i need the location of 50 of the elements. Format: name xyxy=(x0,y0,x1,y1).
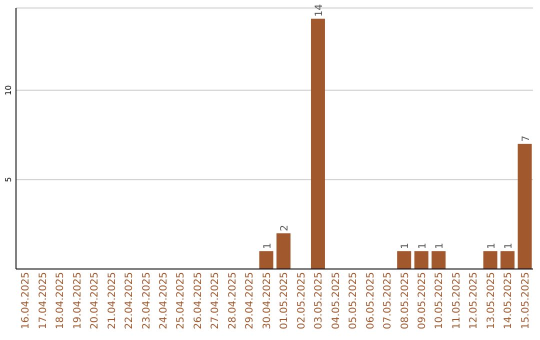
x-tick-label: 19.04.2025 xyxy=(72,272,84,330)
bar xyxy=(432,251,446,269)
x-tick-label: 05.05.2025 xyxy=(348,272,360,330)
data-label: 1 xyxy=(400,242,412,250)
x-tick-label: 30.04.2025 xyxy=(262,272,273,330)
x-tick-label: 20.04.2025 xyxy=(90,272,101,330)
bar xyxy=(518,144,532,269)
bar xyxy=(397,251,412,269)
x-tick-label: 23.04.2025 xyxy=(141,272,152,330)
x-tick-label: 25.04.2025 xyxy=(176,272,187,330)
data-label: 1 xyxy=(434,242,446,250)
y-tick-label: 5 xyxy=(4,177,13,182)
x-tick-label: 24.04.2025 xyxy=(158,272,170,330)
x-tick-label: 28.04.2025 xyxy=(227,272,238,330)
data-label: 1 xyxy=(262,242,274,250)
x-tick-label: 07.05.2025 xyxy=(382,272,394,330)
y-tick-label: 10 xyxy=(4,85,13,96)
x-tick-label: 06.05.2025 xyxy=(365,272,376,330)
x-tick-label: 22.04.2025 xyxy=(124,272,136,330)
bar xyxy=(276,233,290,269)
x-tick-label: 18.04.2025 xyxy=(55,272,66,330)
bar xyxy=(483,251,498,269)
x-tick-label: 04.05.2025 xyxy=(330,272,342,330)
data-label: 1 xyxy=(504,242,515,250)
bar xyxy=(310,18,325,269)
data-label: 1 xyxy=(417,242,428,250)
x-tick-label: 08.05.2025 xyxy=(400,272,411,330)
x-tick-label: 17.04.2025 xyxy=(38,272,49,330)
bar xyxy=(414,251,428,269)
bar xyxy=(500,251,515,269)
x-tick-label: 16.04.2025 xyxy=(20,272,32,330)
data-label: 14 xyxy=(314,4,325,17)
x-tick-label: 09.05.2025 xyxy=(416,272,428,330)
x-tick-label: 29.04.2025 xyxy=(244,272,256,330)
x-tick-label: 12.05.2025 xyxy=(468,272,480,330)
x-tick-label: 26.04.2025 xyxy=(192,272,204,330)
x-tick-label: 03.05.2025 xyxy=(314,272,325,330)
x-tick-label: 02.05.2025 xyxy=(296,272,308,330)
x-tick-label: 11.05.2025 xyxy=(451,272,462,330)
data-label: 1 xyxy=(486,242,498,250)
x-tick-label: 13.05.2025 xyxy=(486,272,497,330)
data-label: 2 xyxy=(280,224,290,232)
x-tick-label: 15.05.2025 xyxy=(520,272,532,330)
x-tick-label: 21.04.2025 xyxy=(106,272,118,330)
data-label: 7 xyxy=(520,135,532,142)
x-tick-label: 27.04.2025 xyxy=(210,272,222,330)
x-tick-label: 14.05.2025 xyxy=(503,272,514,330)
bar xyxy=(259,251,274,269)
x-tick-label: 01.05.2025 xyxy=(279,272,290,330)
x-tick-label: 10.05.2025 xyxy=(434,272,446,330)
